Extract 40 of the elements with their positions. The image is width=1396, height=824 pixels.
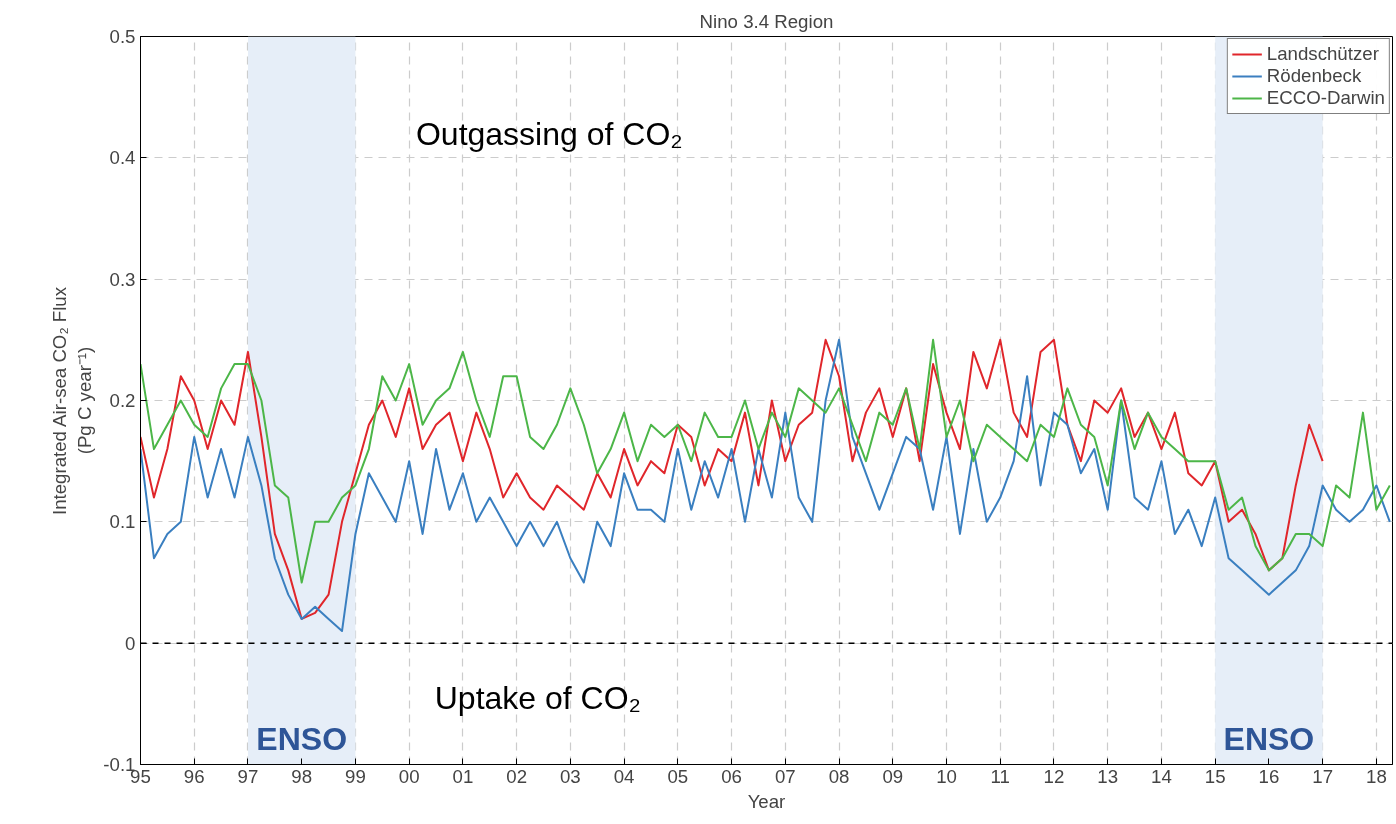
y-tick-label: 0.2 bbox=[109, 390, 136, 411]
x-tick-label: 14 bbox=[1151, 765, 1172, 787]
x-tick-label: 00 bbox=[398, 765, 420, 787]
annotation: Outgassing of CO₂ bbox=[415, 115, 683, 152]
x-tick-label: 96 bbox=[183, 765, 205, 787]
line-series bbox=[140, 338, 1391, 584]
x-tick-label: 98 bbox=[291, 765, 313, 787]
y-axis-title: Integrated Air-sea CO₂ Flux (Pg C year⁻¹) bbox=[49, 286, 96, 516]
x-tick-label: 15 bbox=[1204, 765, 1226, 787]
x-tick-label: 02 bbox=[506, 765, 528, 787]
x-tick-label: 13 bbox=[1097, 765, 1119, 787]
x-tick-label: 08 bbox=[828, 765, 850, 787]
y-tick-label: 0 bbox=[125, 632, 136, 654]
band-label: ENSO bbox=[1223, 720, 1315, 757]
y-tick-label: 0.3 bbox=[109, 268, 136, 290]
x-tick-label: 99 bbox=[345, 765, 366, 787]
x-tick-label: 12 bbox=[1043, 765, 1065, 787]
chart-title: Nino 3.4 Region bbox=[699, 10, 834, 32]
x-tick-label: 09 bbox=[882, 765, 904, 787]
legend-label: Rödenbeck bbox=[1266, 65, 1362, 87]
y-tick-label: 0.4 bbox=[109, 147, 136, 169]
x-tick-label: 05 bbox=[667, 765, 689, 787]
legend-label: ECCO-Darwin bbox=[1266, 87, 1385, 109]
x-tick-label: 01 bbox=[452, 765, 474, 787]
x-tick-label: 16 bbox=[1258, 765, 1280, 787]
x-tick-label: 03 bbox=[560, 765, 581, 787]
x-tick-label: 07 bbox=[774, 765, 796, 787]
x-tick-label: 06 bbox=[721, 765, 742, 787]
y-tick-label: 0.5 bbox=[109, 26, 136, 47]
x-tick-label: 04 bbox=[613, 765, 635, 787]
annotation: Uptake of CO₂ bbox=[434, 679, 641, 716]
x-tick-label: 97 bbox=[237, 765, 259, 787]
legend-label: Landschützer bbox=[1266, 43, 1379, 65]
x-tick-label: 10 bbox=[936, 765, 957, 787]
x-tick-label: 11 bbox=[990, 765, 1010, 787]
band-label: ENSO bbox=[256, 720, 348, 757]
x-tick-label: 18 bbox=[1366, 765, 1387, 787]
x-tick-label: 17 bbox=[1312, 765, 1334, 787]
x-axis-title: Year bbox=[747, 790, 786, 812]
y-tick-label: 0.1 bbox=[109, 511, 136, 533]
